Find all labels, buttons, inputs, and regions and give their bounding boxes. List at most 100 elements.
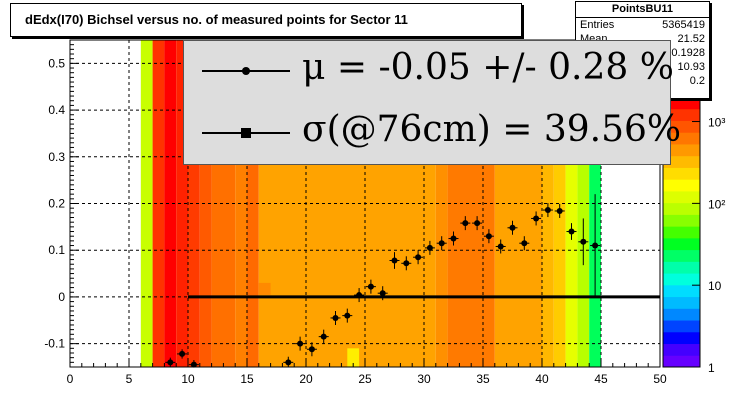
stats-value: 0.2	[689, 75, 705, 87]
data-point	[507, 220, 518, 235]
y-tick-label: -0.1	[44, 337, 65, 351]
x-tick-label: 10	[181, 372, 195, 386]
stats-key: Entries	[580, 19, 615, 31]
data-point	[495, 239, 506, 254]
data-point	[590, 194, 601, 297]
point-marker	[332, 314, 339, 321]
z-tick-label: 1	[708, 361, 715, 375]
point-marker	[485, 233, 492, 240]
color-scale-segment	[663, 214, 700, 227]
stats-value: 21.52	[677, 33, 705, 45]
color-scale-segment	[663, 261, 700, 274]
data-point	[330, 310, 341, 325]
x-tick-label: 0	[67, 372, 74, 386]
data-point	[519, 236, 530, 251]
point-marker	[190, 361, 197, 368]
color-scale-segment	[663, 97, 700, 110]
color-scale-segment	[663, 296, 700, 309]
data-point	[295, 336, 306, 351]
color-scale-segment	[663, 202, 700, 215]
point-marker	[367, 283, 374, 290]
x-tick-label: 25	[358, 372, 372, 386]
data-point	[365, 279, 376, 294]
color-scale-segment	[663, 320, 700, 333]
z-tick-label: 10³	[708, 116, 725, 130]
y-tick-label: 0.4	[48, 103, 65, 117]
data-point	[424, 240, 435, 255]
data-point	[318, 329, 329, 344]
color-scale-segment	[663, 237, 700, 251]
point-marker	[285, 359, 292, 366]
point-marker	[497, 243, 504, 250]
stats-name: PointsBU11	[576, 2, 709, 18]
y-tick-label: 0.5	[48, 56, 65, 70]
data-point	[354, 288, 365, 303]
point-marker	[568, 228, 575, 235]
data-point	[188, 359, 199, 368]
heatmap-cell	[188, 40, 200, 367]
color-scale-segment	[663, 284, 700, 298]
color-scale-segment	[663, 308, 700, 321]
fit-legend: μ = -0.05 +/- 0.28 % σ(@76cm) = 39.56%	[183, 40, 681, 165]
stats-value: 5365419	[662, 19, 705, 31]
data-point	[566, 223, 577, 240]
title-box: dEdx(I70) Bichsel versus no. of measured…	[10, 3, 522, 37]
y-tick-label: 0.3	[48, 150, 65, 164]
stats-row: Entries 5365419	[576, 18, 709, 32]
x-tick-label: 40	[535, 372, 549, 386]
heatmap-cell	[164, 40, 177, 367]
point-marker	[297, 340, 304, 347]
color-scale-segment	[663, 355, 700, 368]
color-scale-segment	[663, 120, 700, 133]
color-scale-segment	[663, 167, 700, 180]
point-marker	[462, 220, 469, 227]
x-tick-label: 20	[299, 372, 313, 386]
point-marker	[356, 292, 363, 299]
heatmap-cell	[176, 40, 188, 367]
color-scale-segment	[663, 179, 700, 192]
legend-mu-text: μ = -0.05 +/- 0.28 %	[302, 47, 674, 88]
color-scale-segment	[663, 108, 700, 121]
data-point	[401, 256, 412, 271]
point-marker	[179, 350, 186, 357]
point-marker	[544, 207, 551, 214]
y-tick-label: 0.2	[48, 197, 65, 211]
x-tick-label: 50	[653, 372, 667, 386]
heatmap-cell	[347, 348, 360, 367]
point-marker	[379, 290, 386, 297]
point-marker	[509, 224, 516, 231]
point-marker	[426, 244, 433, 251]
z-tick-label: 10	[708, 279, 722, 293]
x-tick-label: 45	[594, 372, 608, 386]
data-point	[283, 356, 294, 367]
data-point	[389, 252, 400, 269]
point-marker	[592, 242, 599, 249]
color-scale	[662, 96, 701, 368]
point-marker	[391, 257, 398, 264]
chart-title: dEdx(I70) Bichsel versus no. of measured…	[25, 12, 408, 27]
heatmap-cell	[199, 40, 212, 367]
x-tick-label: 35	[476, 372, 490, 386]
point-marker	[167, 359, 174, 366]
color-scale-labels: 1 10 10² 10³	[692, 116, 725, 375]
point-marker	[438, 240, 445, 247]
point-marker	[474, 220, 481, 227]
data-point	[165, 357, 176, 367]
data-point	[448, 231, 459, 246]
data-point	[436, 236, 447, 251]
data-point	[483, 229, 494, 244]
color-scale-segment	[663, 190, 700, 204]
data-point	[342, 308, 353, 323]
y-tick-label: 0	[58, 290, 65, 304]
color-scale-segment	[663, 249, 700, 262]
data-point	[578, 218, 589, 266]
data-point	[177, 349, 188, 359]
data-point	[413, 250, 424, 265]
data-point	[554, 203, 565, 218]
color-scale-segment	[663, 343, 700, 356]
legend-sigma-text: σ(@76cm) = 39.56%	[302, 109, 682, 150]
heatmap-cell	[140, 40, 153, 367]
point-marker	[403, 260, 410, 267]
heatmap-cell	[553, 40, 566, 367]
heatmap-cell	[577, 40, 590, 367]
